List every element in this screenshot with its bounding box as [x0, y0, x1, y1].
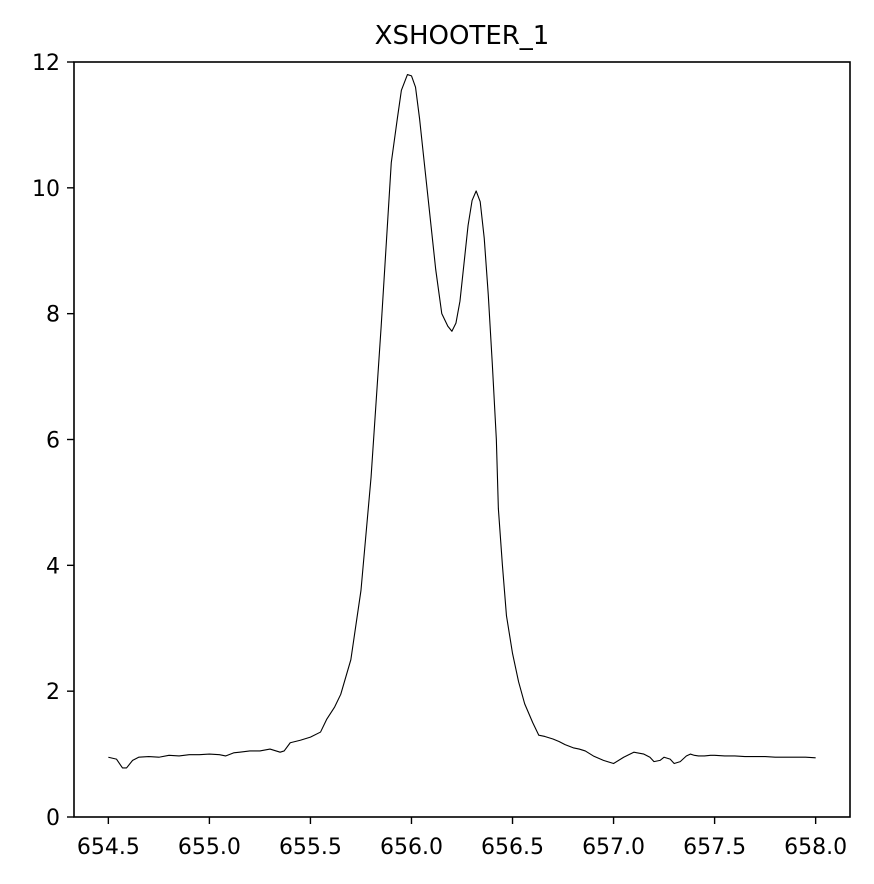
x-tick-label: 658.0 [784, 835, 847, 860]
y-tick-label: 6 [46, 429, 60, 454]
x-tick-label: 654.5 [77, 835, 140, 860]
y-tick-label: 0 [46, 806, 60, 831]
y-tick-label: 10 [32, 177, 60, 202]
x-tick-label: 655.5 [279, 835, 342, 860]
y-tick-label: 12 [32, 51, 60, 76]
x-tick-label: 656.5 [481, 835, 544, 860]
series-line [108, 74, 816, 769]
x-tick-label: 657.5 [683, 835, 746, 860]
y-tick-label: 8 [46, 303, 60, 328]
x-tick-label: 656.0 [380, 835, 443, 860]
chart-title: XSHOOTER_1 [375, 21, 550, 51]
y-tick-label: 2 [46, 680, 60, 705]
y-axis: 0 2 4 6 8 10 12 [32, 51, 74, 831]
plot-area [108, 74, 816, 769]
x-tick-label: 655.0 [178, 835, 241, 860]
x-axis: 654.5 655.0 655.5 656.0 656.5 657.0 657.5 658.0 [77, 817, 847, 860]
y-tick-label: 4 [46, 554, 60, 579]
x-tick-label: 657.0 [582, 835, 645, 860]
axes-frame [73, 61, 851, 818]
